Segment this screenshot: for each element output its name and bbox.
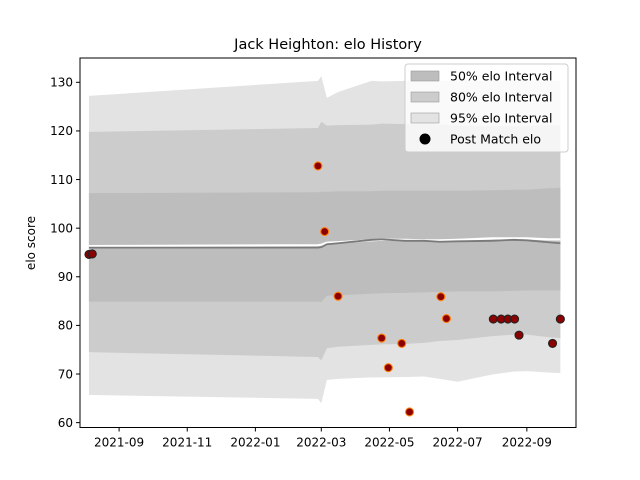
x-tick-label-2022-03: 2022-03 <box>296 436 346 450</box>
y-tick-label-130: 130 <box>50 76 73 90</box>
y-tick-label-60: 60 <box>58 416 73 430</box>
chart-title: Jack Heighton: elo History <box>233 37 422 53</box>
x-tick-label-2022-07: 2022-07 <box>433 436 483 450</box>
y-tick-label-100: 100 <box>50 221 73 235</box>
post-match-elo-point-11 <box>441 314 451 324</box>
legend-label-2: 80% elo Interval <box>450 90 552 105</box>
x-tick-label-2022-01: 2022-01 <box>230 436 280 450</box>
y-axis: 60 70 80 90 100 110 120 130 <box>50 76 80 430</box>
post-match-elo-point-5 <box>333 291 343 301</box>
legend-swatch-band95 <box>410 112 440 124</box>
legend-swatch-band50 <box>410 70 440 82</box>
post-match-elo-point-10 <box>436 292 446 302</box>
legend-label-1: 50% elo Interval <box>450 69 552 84</box>
y-tick-label-90: 90 <box>58 270 73 284</box>
post-match-elo-point-4 <box>320 227 330 237</box>
post-match-elo-point-16 <box>514 330 524 340</box>
plot-area <box>84 75 565 417</box>
y-tick-label-110: 110 <box>50 173 73 187</box>
x-tick-label-2022-05: 2022-05 <box>364 436 414 450</box>
post-match-elo-point-9 <box>404 407 415 417</box>
x-axis: 2021-09 2021-11 2022-01 2022-03 2022-05 2022-… <box>94 427 552 450</box>
post-match-elo-point-18 <box>555 314 565 324</box>
post-match-elo-point-6 <box>377 333 387 343</box>
y-tick-label-80: 80 <box>58 319 73 333</box>
post-match-elo-point-7 <box>383 363 393 373</box>
post-match-elo-point-17 <box>547 338 558 348</box>
y-tick-label-70: 70 <box>58 367 73 381</box>
post-match-elo-point-8 <box>397 338 407 348</box>
legend-swatch-post-match-elo <box>419 133 431 145</box>
y-axis-label: elo score <box>24 216 38 270</box>
post-match-elo-point-3 <box>313 161 323 171</box>
legend-label-3: 95% elo Interval <box>450 111 552 126</box>
x-tick-label-2022-09: 2022-09 <box>502 436 552 450</box>
legend-box <box>404 63 569 153</box>
post-match-elo-point-12 <box>488 314 498 324</box>
legend-swatch-band80 <box>410 91 440 103</box>
y-tick-label-120: 120 <box>50 124 73 138</box>
legend: 50% elo Interval 80% elo Interval 95% elo … <box>404 63 569 153</box>
x-tick-label-2021-11: 2021-11 <box>162 436 212 450</box>
x-tick-label-2021-09: 2021-09 <box>94 436 144 450</box>
post-match-elo-point-2 <box>87 249 97 259</box>
median-elo-line <box>88 238 561 249</box>
post-match-elo-point-15 <box>510 314 520 324</box>
legend-label-4: Post Match elo <box>450 132 541 147</box>
plot-frame <box>79 57 577 428</box>
